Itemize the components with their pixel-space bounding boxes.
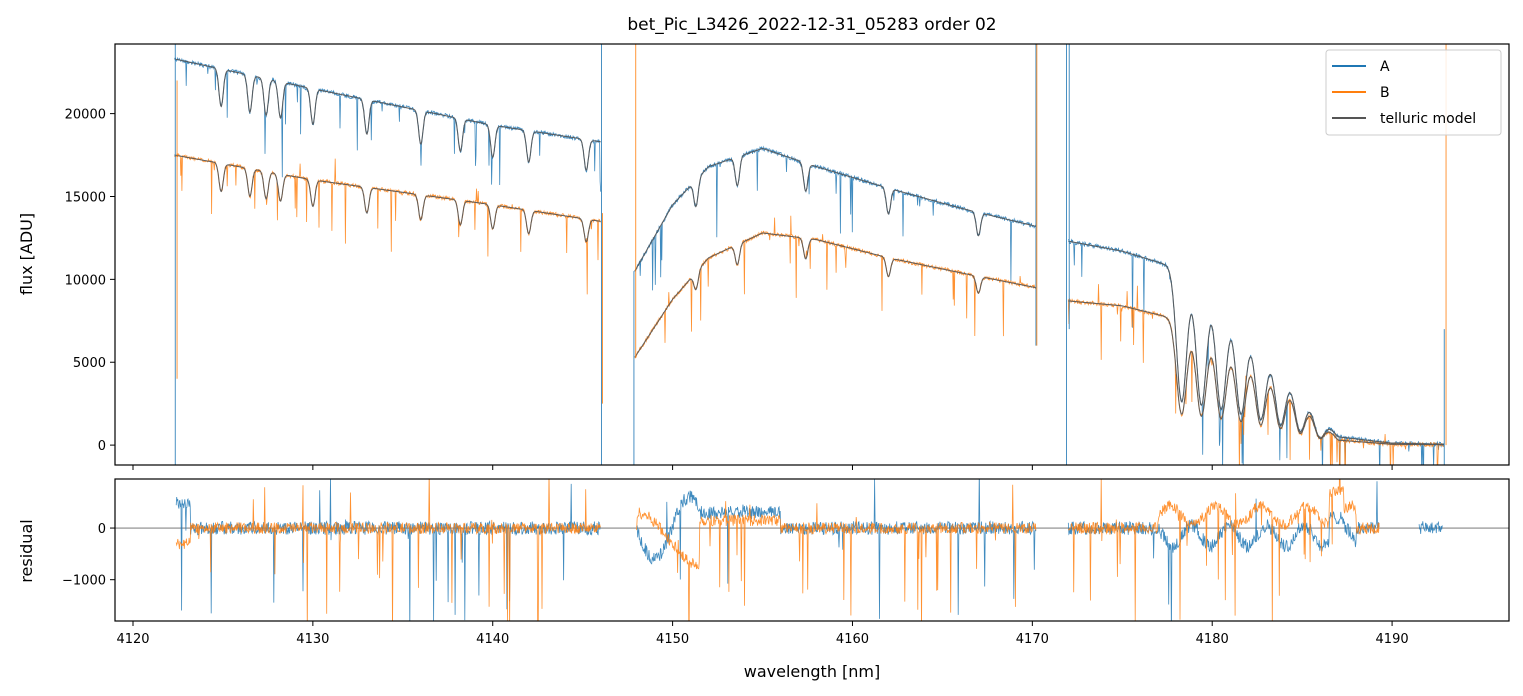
residual-y-tick-label-0: 0 [98,522,106,537]
flux-y-axis-label: flux [ADU] [17,213,36,295]
residual-b-segment-1 [175,479,601,621]
flux-x-ticks [132,465,1393,470]
x-axis-label: wavelength [nm] [744,662,881,681]
x-tick-label-4180: 4180 [1196,632,1229,647]
residual-x-ticks: 4120 4130 4140 4150 4160 4170 4180 4190 [116,621,1409,647]
flux-y-tick-label-15000: 15000 [65,190,106,205]
series-a-segment-1 [174,56,602,192]
x-tick-label-4130: 4130 [296,632,329,647]
residual-b-segment-3 [1067,479,1380,621]
x-tick-label-4150: 4150 [656,632,689,647]
series-b-segment-2 [634,215,1037,359]
telluric-model-b-segment-1 [174,154,601,243]
flux-y-tick-label-5000: 5000 [73,356,106,371]
x-tick-label-4140: 4140 [476,632,509,647]
chart-title: bet_Pic_L3426_2022-12-31_05283 order 02 [627,15,996,35]
series-a-segment-2 [634,145,1037,291]
series-a-segment-3 [1067,238,1445,465]
flux-y-tick-label-0: 0 [98,439,106,454]
flux-panel: 0 5000 10000 15000 20000 flux [ADU] A B tell… [17,43,1510,470]
telluric-model-b-segment-3 [1068,300,1444,446]
residual-a-segment-4 [1418,520,1443,534]
flux-y-ticks: 0 5000 10000 15000 20000 [65,108,115,454]
telluric-model-a-segment-3 [1068,240,1444,445]
legend: A B telluric model [1325,49,1502,136]
flux-y-tick-label-20000: 20000 [65,108,106,123]
x-tick-label-4160: 4160 [836,632,869,647]
residual-y-ticks: −1000 0 [62,522,115,589]
x-tick-label-4170: 4170 [1016,632,1049,647]
residual-y-axis-label: residual [17,519,36,582]
legend-entry-b: B [1380,85,1390,101]
residual-series-group [115,479,1509,621]
legend-entry-telluric: telluric model [1380,111,1476,127]
residual-panel: −10000 4120 4130 4140 4150 4160 4170 4180 4190 … [17,478,1510,681]
flux-series-group [174,44,1447,465]
flux-panel-frame [114,43,1510,466]
series-b-segment-1 [174,153,601,295]
telluric-model-a-segment-2 [634,147,1036,272]
telluric-model-b-segment-2 [634,232,1036,358]
residual-a-segment-1 [175,479,601,621]
telluric-model-a-segment-1 [174,58,601,171]
legend-entry-a: A [1380,59,1390,75]
flux-y-tick-label-10000: 10000 [65,273,106,288]
residual-b-segment-2 [636,484,1037,621]
x-tick-label-4120: 4120 [116,632,149,647]
x-tick-label-4190: 4190 [1376,632,1409,647]
residual-panel-frame [114,478,1510,622]
legend-box [1325,49,1502,136]
residual-y-tick-label--1000: −1000 [62,574,106,589]
residual-a-segment-3 [1067,481,1380,621]
